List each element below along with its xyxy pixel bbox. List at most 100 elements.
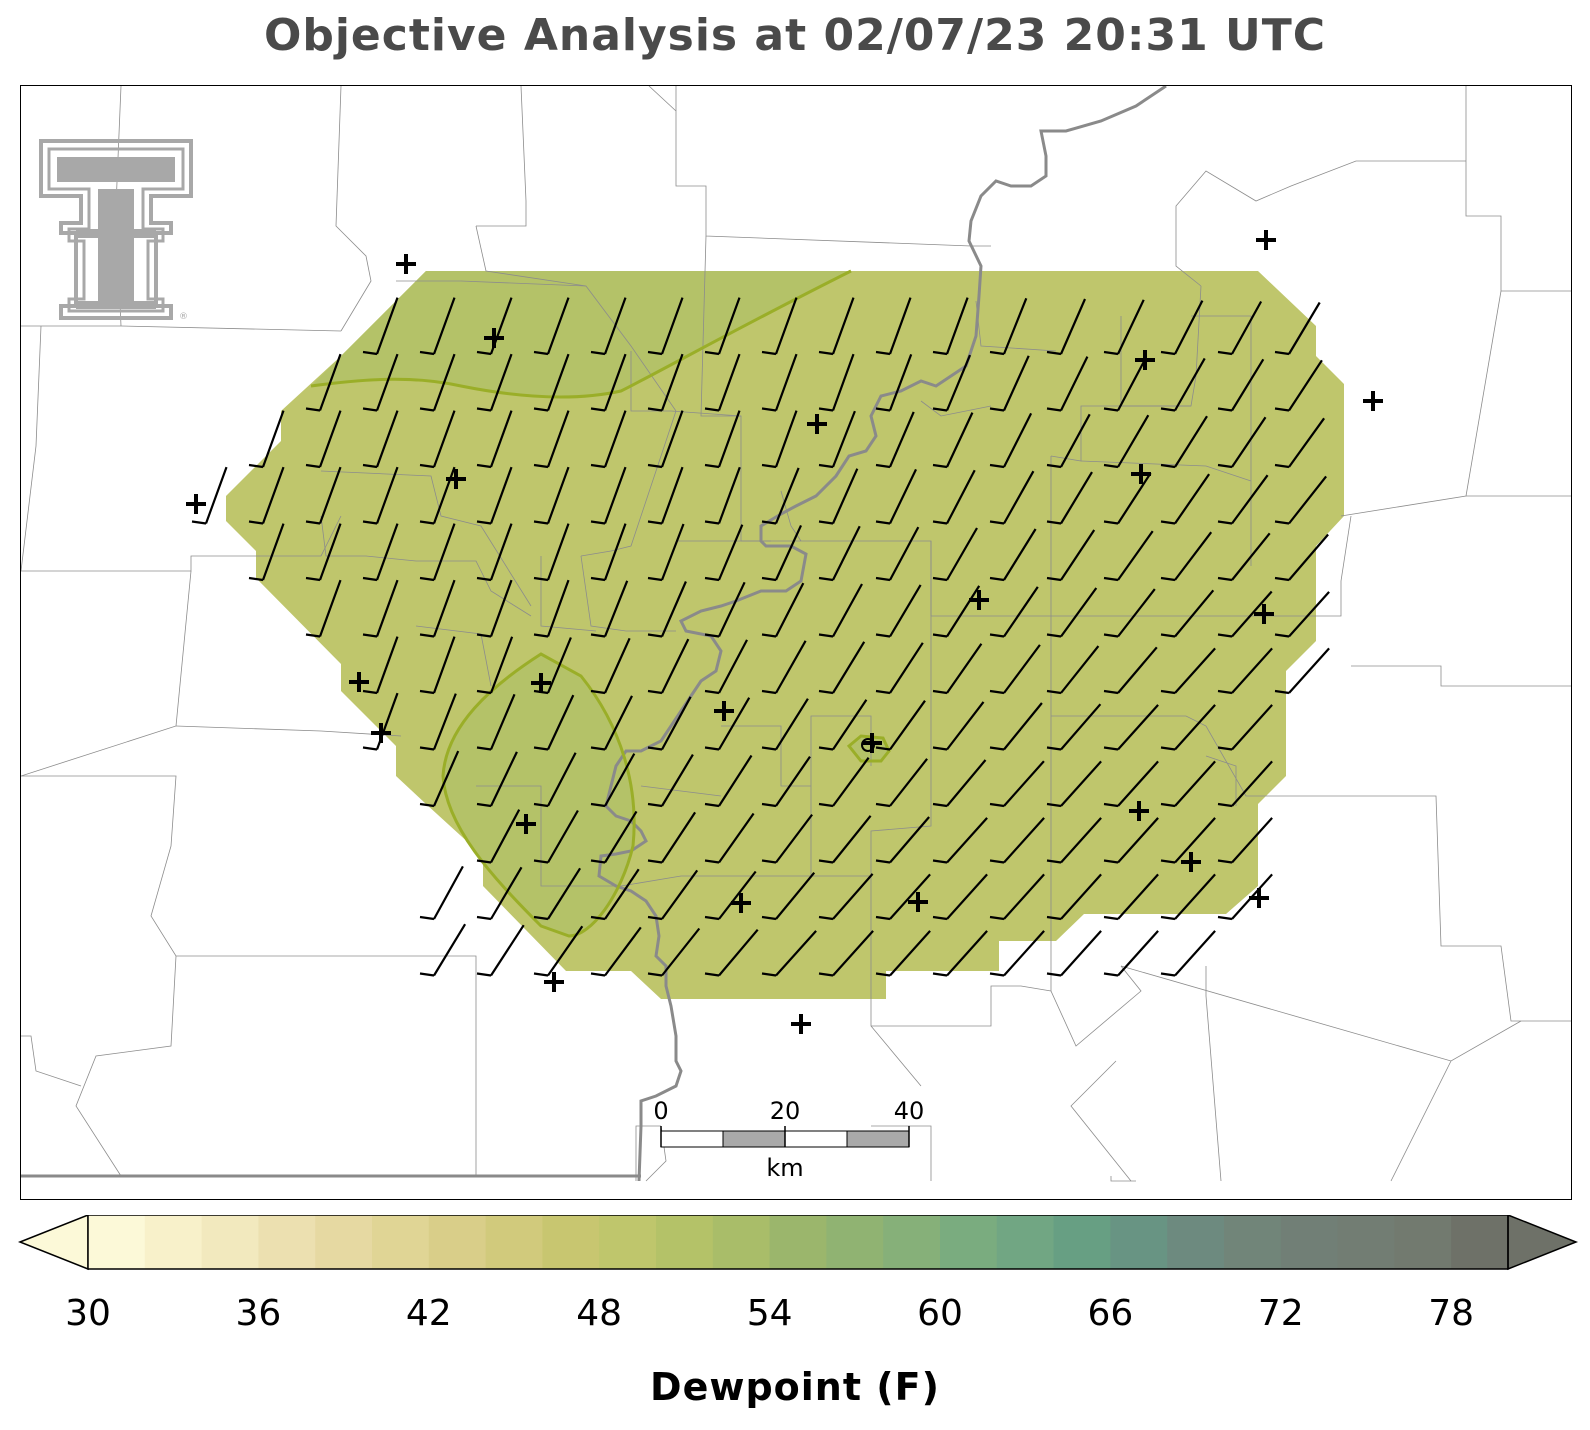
wind-barb-flag (647, 802, 663, 808)
wind-barb-flag (533, 859, 549, 864)
wind-barb-flag (1046, 407, 1062, 412)
wind-barb-staff (1174, 415, 1208, 468)
wind-barb-flag (989, 576, 1005, 582)
wind-barb-flag (1103, 915, 1119, 921)
wind-barb-staff (1060, 471, 1093, 525)
wind-barb-flag (1217, 350, 1233, 356)
wind-barb-staff (888, 354, 913, 411)
colorbar-bin (656, 1215, 714, 1269)
wind-barb-flag (1160, 576, 1176, 582)
wind-barb-staff (318, 410, 342, 468)
wind-barb-flag (704, 972, 720, 977)
wind-barb-flag (647, 972, 663, 977)
wind-barb-staff (1174, 930, 1216, 977)
scalebar-label-40: 40 (894, 1097, 925, 1125)
wind-barb-flag (476, 746, 492, 751)
colorbar-bins (88, 1215, 1509, 1269)
wind-barb-flag (590, 463, 606, 469)
scalebar-label-20: 20 (770, 1097, 801, 1125)
wind-barb-staff (1003, 817, 1045, 864)
wind-barb-staff (604, 753, 636, 807)
colorbar-tick-72: 72 (1257, 1293, 1304, 1334)
wind-barb-staff (1060, 703, 1102, 751)
county-boundaries (21, 86, 1571, 1182)
wind-barb-staff (603, 580, 629, 637)
wind-barb-staff (946, 527, 978, 581)
wind-barb-staff (1060, 587, 1098, 638)
wind-barb-flag (932, 915, 948, 921)
wind-barb-staff (946, 817, 988, 864)
wind-barb-flag (1217, 633, 1233, 638)
wind-barb-staff (718, 697, 751, 751)
wind-barb-staff (490, 866, 523, 920)
wind-barb-flag (362, 746, 378, 751)
wind-barb-staff (432, 410, 456, 468)
wind-barb-staff (603, 353, 627, 411)
station-plus-marker (544, 972, 564, 992)
wind-barb-staff (490, 924, 525, 977)
wind-barb-flag (1046, 746, 1062, 751)
station-plus-marker (446, 469, 466, 489)
wind-barb-flag (875, 802, 891, 808)
wind-barb-staff (432, 297, 456, 355)
wind-barb-flag (419, 520, 435, 525)
wind-barb-flag (305, 520, 321, 525)
wind-barb-staff (832, 699, 868, 751)
wind-barbs-layer (191, 297, 1330, 977)
wind-barb-flag (248, 576, 264, 582)
wind-barb-staff (660, 410, 684, 468)
dewpoint-fill-high-southwest (443, 654, 635, 936)
wind-barb-staff (775, 813, 813, 864)
wind-barb-flag (1103, 633, 1119, 638)
wind-barb-staff (547, 809, 579, 864)
wind-barb-staff (1002, 355, 1030, 411)
wind-barb-staff (1003, 930, 1045, 977)
wind-barb-flag (362, 407, 378, 412)
wind-barb-staff (889, 642, 924, 694)
wind-barb-staff (717, 353, 741, 411)
wind-barb-flag (1274, 463, 1290, 469)
wind-barb-staff (1003, 702, 1043, 751)
wind-barb-staff (490, 751, 518, 807)
colorbar-tick-48: 48 (576, 1293, 623, 1334)
wind-barb-flag (704, 859, 720, 864)
wind-barb-staff (1002, 297, 1028, 355)
wind-barb-flag (1274, 576, 1290, 582)
station-plus-marker (1363, 391, 1383, 411)
wind-barb-flag (476, 576, 492, 582)
wind-barb-staff (489, 466, 513, 524)
wind-barb-staff (433, 923, 467, 977)
wind-barb-staff (1117, 930, 1159, 977)
wind-barb-staff (660, 297, 684, 355)
wind-barb-flag (932, 463, 948, 469)
wind-barb-flag (704, 633, 720, 638)
wind-barb-staff (1174, 704, 1216, 751)
wind-barb-staff (889, 584, 922, 638)
station-plus-marker (1254, 604, 1274, 624)
wind-barb-flag (590, 350, 606, 356)
wind-barb-flag (1160, 407, 1176, 412)
map-panel[interactable]: ® 0 20 40 km (20, 85, 1572, 1200)
station-plus-marker (969, 590, 989, 610)
station-plus-marker (396, 254, 416, 274)
wind-barb-staff (1288, 647, 1330, 694)
station-plus-marker (516, 814, 536, 834)
wind-barb-flag (1217, 407, 1233, 412)
wind-barb-staff (832, 525, 861, 581)
wind-barb-flag (590, 576, 606, 582)
wind-barb-flag (476, 915, 492, 921)
wind-barb-staff (547, 867, 582, 920)
colorbar-bin (769, 1215, 827, 1269)
scale-bar: 0 20 40 km (653, 1097, 924, 1182)
wind-barb-flag (932, 972, 948, 977)
wind-barb-staff (1288, 475, 1327, 525)
colorbar-over-arrow (1507, 1215, 1579, 1271)
wind-barb-staff (1174, 473, 1211, 525)
station-markers-layer (186, 230, 1383, 1034)
wind-barb-flag (362, 633, 378, 638)
station-plus-marker (791, 1014, 811, 1034)
wind-barb-flag (932, 802, 948, 808)
wind-barb-staff (889, 700, 926, 751)
wind-barb-flag (761, 463, 777, 469)
wind-barb-flag (533, 463, 549, 469)
